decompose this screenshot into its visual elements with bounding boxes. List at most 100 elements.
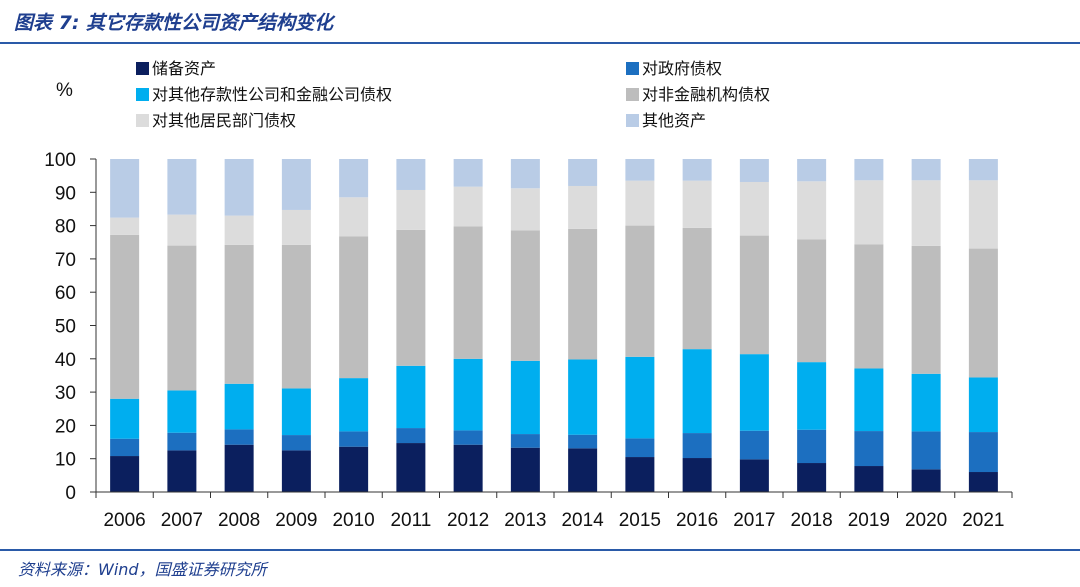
y-tick-label: 90 [55, 183, 76, 204]
bar-segment-2010-series-1 [339, 446, 369, 492]
legend-label: 对其他存款性公司和金融公司债权 [152, 85, 392, 104]
bar-segment-2018-series-4 [797, 239, 827, 363]
bar-segment-2021-series-1 [968, 472, 998, 492]
bar-segment-2012-series-3 [453, 358, 483, 431]
bar-segment-2007-series-2 [167, 432, 197, 451]
bar-segment-2006-series-2 [110, 438, 140, 457]
bar-segment-2007-series-6 [167, 159, 197, 215]
legend-swatch [136, 114, 149, 127]
bar-segment-2011-series-4 [396, 229, 426, 366]
legend-item: 对其他居民部门债权 [136, 111, 296, 130]
legend-swatch [626, 62, 639, 75]
bar-segment-2013-series-6 [510, 159, 540, 189]
bar-segment-2019-series-4 [854, 244, 884, 369]
bar-segment-2019-series-2 [854, 431, 884, 467]
bar-segment-2012-series-5 [453, 186, 483, 227]
bar-segment-2012-series-1 [453, 444, 483, 492]
x-tick-label: 2015 [619, 510, 661, 531]
bar-segment-2013-series-1 [510, 447, 540, 492]
bar-segment-2014-series-6 [568, 159, 598, 186]
x-tick-label: 2009 [275, 510, 317, 531]
bar-segment-2007-series-3 [167, 390, 197, 433]
x-tick-label: 2020 [905, 510, 947, 531]
x-tick-label: 2007 [161, 510, 203, 531]
bar-segment-2015-series-6 [625, 159, 655, 181]
legend-item: 对其他存款性公司和金融公司债权 [136, 85, 392, 104]
title-divider [0, 42, 1080, 44]
bar-segment-2006-series-3 [110, 398, 140, 439]
x-tick-label: 2021 [962, 510, 1004, 531]
y-tick-label: 60 [55, 283, 76, 304]
bar-segment-2020-series-1 [911, 469, 941, 492]
bar-segment-2021-series-4 [968, 248, 998, 378]
y-tick-label: 100 [44, 150, 76, 171]
bar-segment-2012-series-6 [453, 159, 483, 187]
bar-segment-2017-series-5 [739, 181, 769, 236]
bar-segment-2018-series-3 [797, 362, 827, 430]
x-tick-label: 2014 [561, 510, 604, 531]
bar-segment-2015-series-3 [625, 356, 655, 439]
bar-segment-2012-series-4 [453, 226, 483, 359]
bar-segment-2021-series-2 [968, 432, 998, 473]
bar-segment-2016-series-4 [682, 227, 712, 350]
bar-segment-2013-series-4 [510, 230, 540, 361]
bar-segment-2011-series-1 [396, 443, 426, 492]
bar-segment-2014-series-3 [568, 359, 598, 435]
y-axis-unit-label: % [56, 80, 73, 101]
legend-label: 对其他居民部门债权 [152, 111, 296, 130]
bar-segment-2018-series-6 [797, 159, 827, 182]
bar-segment-2011-series-6 [396, 159, 426, 190]
bar-segment-2017-series-3 [739, 354, 769, 431]
bar-segment-2015-series-5 [625, 180, 655, 226]
bar-segment-2016-series-5 [682, 180, 712, 228]
x-tick-label: 2006 [103, 510, 145, 531]
bar-segment-2007-series-5 [167, 214, 197, 246]
x-tick-label: 2012 [447, 510, 489, 531]
bar-segment-2010-series-6 [339, 159, 369, 198]
bar-segment-2006-series-1 [110, 456, 140, 492]
legend-item: 其他资产 [626, 111, 706, 130]
y-tick-label: 20 [55, 416, 76, 437]
y-tick-label: 70 [55, 250, 76, 271]
bar-segment-2015-series-4 [625, 225, 655, 357]
bar-segment-2009-series-2 [281, 435, 311, 451]
bar-segment-2009-series-4 [281, 244, 311, 389]
bar-segment-2017-series-1 [739, 459, 769, 492]
bar-segment-2015-series-2 [625, 438, 655, 458]
bar-segment-2010-series-4 [339, 236, 369, 379]
bar-segment-2011-series-5 [396, 189, 426, 230]
bar-segment-2007-series-4 [167, 245, 197, 391]
bar-segment-2009-series-6 [281, 159, 311, 210]
y-tick-label: 40 [55, 350, 76, 371]
legend-item: 储备资产 [136, 59, 216, 78]
legend-label: 其他资产 [642, 111, 706, 130]
bar-segment-2007-series-1 [167, 450, 197, 493]
x-tick-label: 2016 [676, 510, 718, 531]
bar-segment-2020-series-2 [911, 431, 941, 470]
legend-item: 对非金融机构债权 [626, 85, 770, 104]
bar-segment-2008-series-4 [224, 244, 254, 384]
y-tick-label: 30 [55, 383, 76, 404]
legend-label: 储备资产 [152, 59, 216, 78]
bar-segment-2011-series-2 [396, 428, 426, 444]
x-tick-label: 2011 [390, 510, 431, 531]
bar-segment-2006-series-6 [110, 159, 140, 218]
chart-axes: 2006 2007 2008 2009 2010 2011 2012 2013 2014 2015… [44, 150, 1013, 531]
bar-segment-2013-series-5 [510, 188, 540, 231]
bar-segment-2020-series-5 [911, 180, 941, 246]
bar-segment-2019-series-5 [854, 180, 884, 245]
legend-swatch [136, 62, 149, 75]
bar-segment-2009-series-1 [281, 450, 311, 493]
bar-segment-2021-series-5 [968, 180, 998, 249]
bar-segment-2016-series-2 [682, 433, 712, 459]
bar-segment-2017-series-6 [739, 159, 769, 182]
bar-segment-2018-series-1 [797, 463, 827, 492]
y-tick-label: 0 [65, 483, 76, 504]
bar-segment-2008-series-1 [224, 444, 254, 492]
x-tick-label: 2018 [790, 510, 832, 531]
y-tick-label: 50 [55, 317, 76, 338]
bar-segment-2020-series-3 [911, 373, 941, 432]
bar-segment-2016-series-3 [682, 349, 712, 434]
x-tick-label: 2013 [504, 510, 546, 531]
